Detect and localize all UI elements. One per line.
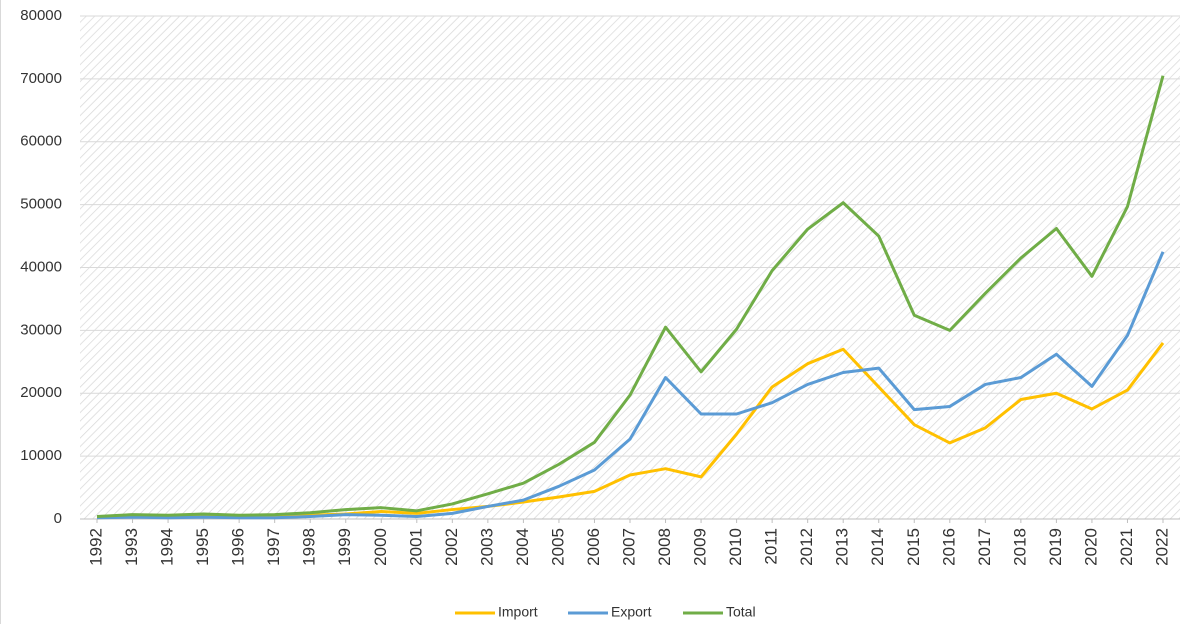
- legend-label: Import: [498, 604, 538, 620]
- x-tick-label: 2002: [442, 528, 461, 566]
- x-tick-label: 2008: [655, 528, 674, 566]
- x-tick-label: 2015: [904, 528, 923, 566]
- x-tick-label: 1996: [229, 528, 248, 566]
- x-tick-label: 2020: [1081, 528, 1100, 566]
- x-tick-label: 2003: [477, 528, 496, 566]
- y-tick-label: 20000: [20, 384, 62, 401]
- series-line: [96, 75, 1165, 518]
- x-tick-label: 1998: [300, 528, 319, 566]
- x-tick-label: 2007: [619, 528, 638, 566]
- x-tick-label: 1995: [193, 528, 212, 566]
- y-tick-label: 40000: [20, 258, 62, 275]
- x-tick-label: 2016: [939, 528, 958, 566]
- x-tick-label: 2010: [726, 528, 745, 566]
- x-tick-label: 2005: [548, 528, 567, 566]
- legend-label: Total: [726, 604, 756, 620]
- x-tick-label: 2000: [371, 528, 390, 566]
- x-tick-label: 1999: [335, 528, 354, 566]
- y-tick-label: 60000: [20, 133, 62, 150]
- x-tick-label: 2021: [1117, 528, 1136, 566]
- x-tick-label: 2018: [1010, 528, 1029, 566]
- x-tick-label: 2009: [691, 528, 710, 566]
- y-tick-label: 80000: [20, 7, 62, 24]
- x-tick-label: 1994: [158, 528, 177, 566]
- x-tick-label: 2022: [1152, 528, 1171, 566]
- y-tick-label: 50000: [20, 196, 62, 213]
- x-tick-label: 1997: [264, 528, 283, 566]
- x-tick-label: 2012: [797, 528, 816, 566]
- y-tick-label: 0: [54, 510, 62, 527]
- legend-label: Export: [611, 604, 652, 620]
- x-tick-label: 2006: [584, 528, 603, 566]
- x-tick-label: 2013: [833, 528, 852, 566]
- x-tick-label: 2001: [406, 528, 425, 566]
- x-tick-label: 2004: [513, 528, 532, 566]
- x-tick-label: 1992: [86, 528, 105, 566]
- y-tick-label: 30000: [20, 321, 62, 338]
- x-tick-label: 2017: [975, 528, 994, 566]
- y-tick-label: 70000: [20, 70, 62, 87]
- x-tick-label: 1993: [122, 528, 141, 566]
- x-tick-label: 2019: [1046, 528, 1065, 566]
- series-line: [96, 251, 1165, 520]
- x-tick-label: 2014: [868, 528, 887, 566]
- x-tick-label: 2011: [762, 528, 781, 565]
- y-tick-label: 10000: [20, 447, 62, 464]
